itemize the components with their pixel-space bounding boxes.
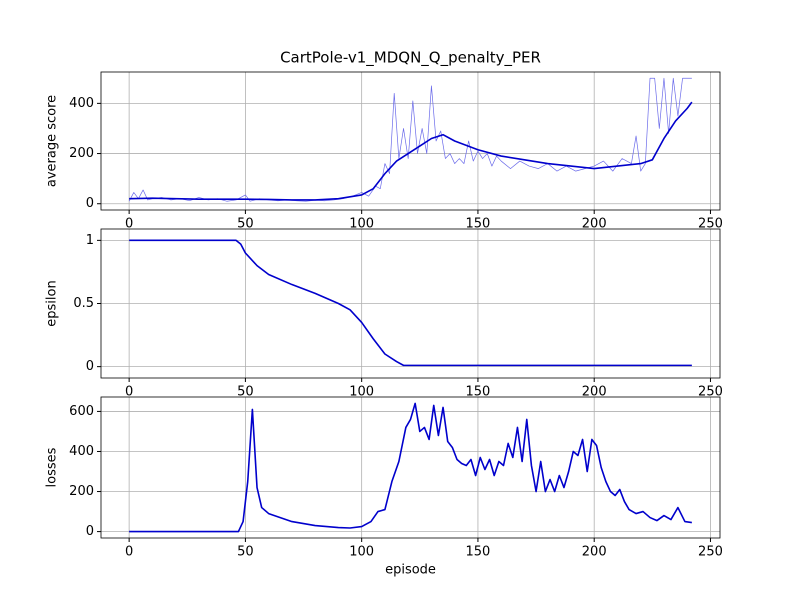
x-tick-label: 250 [698, 385, 723, 400]
data-line [129, 239, 692, 367]
x-tick-label: 50 [237, 385, 254, 400]
y-tick-label: 0 [86, 196, 94, 211]
x-tick-label: 100 [349, 385, 374, 400]
y-tick-label: 0.5 [73, 296, 94, 311]
x-tick-label: 100 [349, 545, 374, 560]
y-tick-label: 600 [69, 404, 94, 419]
x-tick-label: 200 [582, 217, 607, 232]
x-tick-label: 250 [698, 545, 723, 560]
y-axis-label: epsilon [45, 280, 60, 326]
x-tick-label: 0 [125, 545, 133, 560]
subplot: 0 50 100 150 200 250 0 200 400 CartPole-v1_MDQN_Q… [45, 49, 723, 232]
x-tick-label: 200 [582, 545, 607, 560]
axes-frame [100, 228, 721, 379]
x-tick-label: 0 [125, 217, 133, 232]
y-axis-label: losses [45, 447, 60, 487]
x-tick-label: 150 [466, 385, 491, 400]
x-tick-label: 250 [698, 217, 723, 232]
x-tick-label: 150 [466, 545, 491, 560]
y-tick-label: 400 [69, 444, 94, 459]
y-tick-label: 0 [86, 524, 94, 539]
axes-frame [100, 396, 721, 539]
x-tick-label: 50 [237, 217, 254, 232]
axes-frame [100, 71, 721, 211]
data-line [129, 101, 693, 201]
x-tick-label: 100 [349, 217, 374, 232]
x-tick-label: 0 [125, 385, 133, 400]
data-line [129, 402, 692, 533]
x-tick-label: 200 [582, 385, 607, 400]
y-tick-label: 200 [69, 484, 94, 499]
y-tick-label: 0 [86, 359, 94, 374]
y-tick-label: 200 [69, 146, 94, 161]
y-tick-label: 1 [86, 233, 94, 248]
data-line [128, 77, 692, 202]
chart-title: CartPole-v1_MDQN_Q_penalty_PER [280, 49, 541, 68]
x-axis-label: episode [385, 563, 436, 578]
subplot: 0 50 100 150 200 250 0 0.5 1 epsilon [45, 228, 723, 400]
x-tick-label: 50 [237, 545, 254, 560]
subplot: 0 50 100 150 200 250 0 200 400 600 losses episode [45, 396, 723, 578]
y-tick-label: 400 [69, 96, 94, 111]
x-tick-label: 150 [466, 217, 491, 232]
y-axis-label: average score [45, 95, 60, 187]
